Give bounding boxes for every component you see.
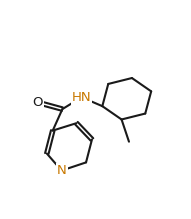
Text: O: O [33, 96, 43, 109]
Text: N: N [57, 164, 66, 177]
Text: HN: HN [72, 91, 91, 104]
